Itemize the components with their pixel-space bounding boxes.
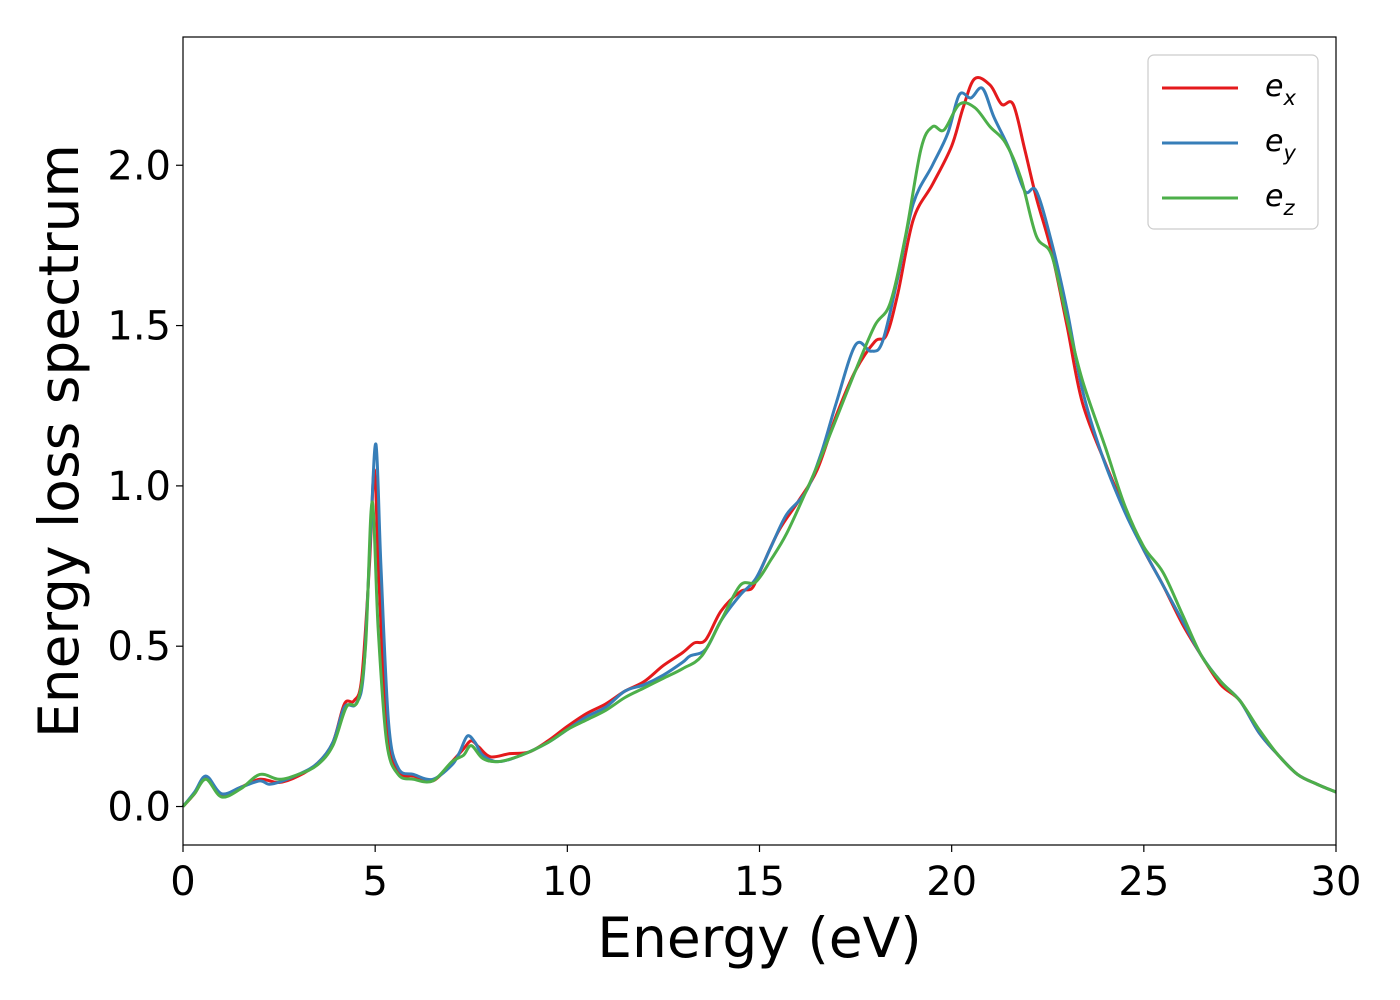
y-tick-label: 1.5 [107, 304, 171, 350]
legend-label-z: ez [1265, 179, 1295, 220]
legend-label-subscript: z [1282, 196, 1295, 220]
y-axis-ticks: 0.0 0.5 1.0 1.5 2.0 [107, 143, 183, 831]
x-axis-label: Energy (eV) [597, 906, 921, 970]
x-tick-label: 20 [926, 859, 977, 905]
legend-label-x: ex [1265, 69, 1296, 110]
series-line-z [181, 101, 1337, 808]
x-tick-label: 5 [362, 859, 387, 905]
y-tick-label: 0.0 [107, 785, 171, 831]
y-tick-label: 1.0 [107, 464, 171, 510]
legend-label-base: e [1265, 179, 1283, 214]
x-tick-label: 0 [170, 859, 195, 905]
x-tick-label: 30 [1311, 859, 1362, 905]
x-tick-label: 10 [542, 859, 593, 905]
x-tick-label: 25 [1118, 859, 1169, 905]
legend-label-subscript: x [1282, 86, 1296, 110]
series-layer [181, 76, 1337, 808]
x-axis-ticks: 0 5 10 15 20 25 30 [170, 845, 1361, 905]
legend-label-y: ey [1265, 124, 1296, 165]
y-tick-label: 2.0 [107, 143, 171, 189]
y-tick-label: 0.5 [107, 624, 171, 670]
legend-label-base: e [1265, 69, 1283, 104]
legend-label-base: e [1265, 124, 1283, 159]
y-axis-label: Energy loss spectrum [27, 144, 91, 738]
x-tick-label: 15 [734, 859, 785, 905]
legend-label-subscript: y [1282, 141, 1296, 165]
plot-background [183, 37, 1336, 845]
